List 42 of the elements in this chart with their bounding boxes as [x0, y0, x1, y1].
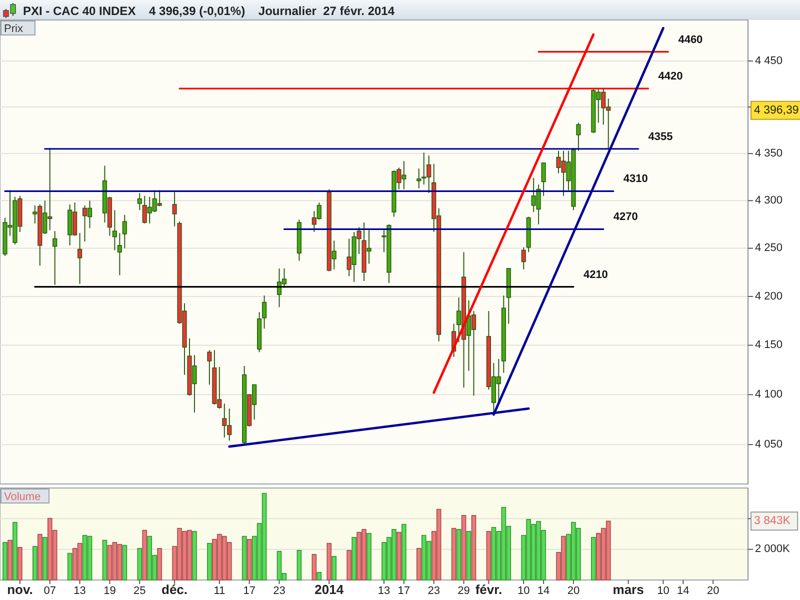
x-tick-label: 10	[657, 585, 670, 597]
x-tick-label: mars	[612, 582, 644, 597]
x-tick-label: 19	[104, 585, 116, 597]
y-tick-label: 4 200	[755, 290, 783, 302]
x-tick-label: 14	[677, 585, 690, 597]
x-tick-label: 11	[214, 585, 226, 597]
x-tick-label: 17	[398, 585, 410, 597]
y-axis-title: Volume	[4, 491, 41, 503]
series-label: 4460	[678, 34, 703, 46]
y-axis-title: Prix	[4, 23, 24, 35]
x-tick-label: 13	[74, 585, 86, 597]
y-tick-label: 4 150	[755, 339, 783, 352]
x-tick-label: 13	[378, 585, 390, 597]
x-tick-label: 2014	[314, 582, 344, 597]
y-tick-label: 4 100	[755, 388, 783, 401]
x-tick-label: 10	[517, 585, 530, 597]
x-tick-label: 14	[537, 585, 550, 597]
y-tick-label: 4 450	[755, 54, 783, 67]
x-tick-label: 25	[134, 585, 146, 597]
series-label: 4355	[648, 130, 673, 143]
x-tick-label: févr.	[475, 582, 502, 597]
x-tick-label: 20	[567, 585, 580, 597]
text: 4 396,39	[754, 104, 799, 116]
series-label: 4270	[613, 211, 638, 224]
y-tick-label: 4 250	[755, 242, 783, 254]
x-tick-label: nov.	[7, 582, 33, 597]
series-label: 4310	[623, 173, 648, 186]
chart-title: PXI - CAC 40 INDEX 4 396,39 (-0,01%) Journalier 27 févr. 2014	[23, 4, 395, 18]
series-label: 4420	[658, 70, 683, 83]
x-tick-label: 29	[458, 585, 470, 597]
y-tick-label: 4 050	[755, 438, 783, 450]
y-tick-label: 2 000K	[755, 543, 791, 556]
x-tick-label: 17	[243, 585, 256, 597]
x-tick-label: 23	[428, 585, 440, 597]
text: 3 843K	[754, 515, 791, 528]
y-tick-label: 4 350	[755, 147, 783, 160]
x-tick-label: 20	[706, 585, 720, 597]
x-tick-label: 23	[273, 585, 286, 597]
x-tick-label: 07	[44, 585, 56, 597]
series-label: 4210	[583, 268, 608, 281]
y-tick-label: 4 300	[755, 194, 783, 207]
x-tick-label: déc.	[162, 582, 188, 597]
